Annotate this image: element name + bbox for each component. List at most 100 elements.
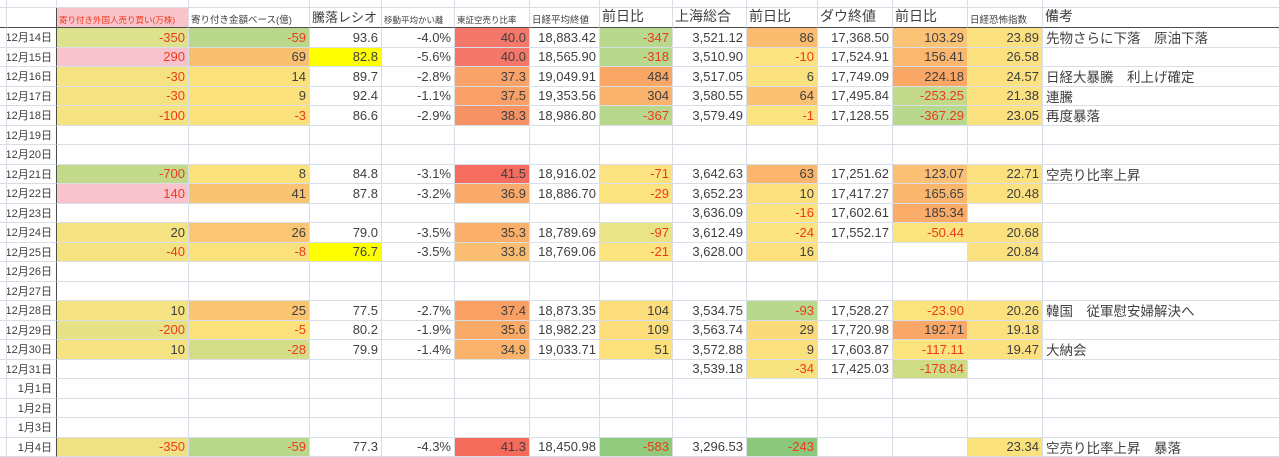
cell-foreign[interactable]: -350 bbox=[57, 437, 189, 457]
cell-nikkei-close[interactable] bbox=[530, 262, 600, 282]
cell-shanghai-chg[interactable]: -243 bbox=[747, 437, 818, 457]
cell-vi[interactable]: 19.18 bbox=[968, 320, 1043, 340]
cell-shanghai-chg[interactable]: 6 bbox=[747, 67, 818, 87]
cell-note[interactable] bbox=[1043, 204, 1279, 223]
cell-nikkei-close[interactable] bbox=[530, 418, 600, 438]
cell-amount[interactable] bbox=[189, 125, 310, 145]
cell-nikkei-close[interactable]: 18,982.23 bbox=[530, 320, 600, 340]
cell-dow-chg[interactable]: 156.41 bbox=[893, 47, 968, 67]
cell-foreign[interactable]: -350 bbox=[57, 28, 189, 48]
cell-short-ratio[interactable]: 37.3 bbox=[455, 67, 530, 87]
row-date[interactable]: 12月29日 bbox=[7, 320, 57, 340]
cell-vi[interactable]: 23.34 bbox=[968, 437, 1043, 457]
column-header-amount[interactable]: 寄り付き金額ベース(億) bbox=[189, 8, 310, 28]
cell-vi[interactable]: 23.05 bbox=[968, 106, 1043, 126]
cell-nikkei-close[interactable]: 18,789.69 bbox=[530, 223, 600, 243]
cell-dow-chg[interactable]: 185.34 bbox=[893, 203, 968, 223]
cell-note[interactable]: 韓国 従軍慰安婦解決へ bbox=[1043, 301, 1279, 321]
cell-shanghai-chg[interactable]: -24 bbox=[747, 223, 818, 243]
cell-short-ratio[interactable]: 40.0 bbox=[455, 28, 530, 48]
cell-dow-close[interactable]: 17,552.17 bbox=[818, 223, 893, 243]
cell-shanghai-chg[interactable]: 10 bbox=[747, 184, 818, 204]
cell-nikkei-chg[interactable] bbox=[600, 125, 673, 145]
cell-shanghai[interactable]: 3,534.75 bbox=[673, 301, 747, 321]
cell-shanghai-chg[interactable]: 16 bbox=[747, 242, 818, 262]
cell-dow-close[interactable] bbox=[818, 398, 893, 418]
cell-nikkei-close[interactable]: 18,986.80 bbox=[530, 106, 600, 126]
cell-shanghai[interactable]: 3,296.53 bbox=[673, 437, 747, 457]
cell-nikkei-chg[interactable]: -71 bbox=[600, 164, 673, 184]
cell-amount[interactable]: 9 bbox=[189, 86, 310, 106]
cell-ratio[interactable]: 76.7 bbox=[310, 242, 382, 262]
cell-shanghai-chg[interactable]: -10 bbox=[747, 47, 818, 67]
cell-shanghai-chg[interactable] bbox=[747, 281, 818, 301]
cell-dow-chg[interactable] bbox=[893, 145, 968, 165]
cell-dow-chg[interactable] bbox=[893, 437, 968, 457]
cell-vi[interactable] bbox=[968, 125, 1043, 145]
cell-foreign[interactable]: 10 bbox=[57, 301, 189, 321]
cell-foreign[interactable]: -40 bbox=[57, 242, 189, 262]
cell-dow-chg[interactable]: -178.84 bbox=[893, 359, 968, 379]
cell-dow-chg[interactable] bbox=[893, 242, 968, 262]
row-date[interactable]: 12月28日 bbox=[7, 301, 57, 321]
cell-amount[interactable]: -3 bbox=[189, 106, 310, 126]
cell-nikkei-chg[interactable]: 484 bbox=[600, 67, 673, 87]
cell-note[interactable] bbox=[1043, 282, 1279, 301]
cell-dow-close[interactable]: 17,368.50 bbox=[818, 28, 893, 48]
cell-vi[interactable]: 23.89 bbox=[968, 28, 1043, 48]
cell-ratio[interactable] bbox=[310, 418, 382, 438]
cell-dow-chg[interactable]: -50.44 bbox=[893, 223, 968, 243]
cell-note[interactable]: 空売り比率上昇 bbox=[1043, 165, 1279, 184]
cell-nikkei-chg[interactable]: -21 bbox=[600, 242, 673, 262]
cell-ma-dev[interactable]: -1.1% bbox=[382, 86, 455, 106]
cell-ma-dev[interactable]: -2.8% bbox=[382, 67, 455, 87]
cell-ratio[interactable]: 93.6 bbox=[310, 28, 382, 48]
cell-short-ratio[interactable]: 37.5 bbox=[455, 86, 530, 106]
cell-short-ratio[interactable] bbox=[455, 359, 530, 379]
cell-shanghai-chg[interactable] bbox=[747, 125, 818, 145]
cell-vi[interactable]: 19.47 bbox=[968, 340, 1043, 360]
cell-shanghai-chg[interactable]: 64 bbox=[747, 86, 818, 106]
cell-short-ratio[interactable]: 41.3 bbox=[455, 437, 530, 457]
cell-ma-dev[interactable]: -4.3% bbox=[382, 437, 455, 457]
cell-dow-close[interactable]: 17,495.84 bbox=[818, 86, 893, 106]
cell-dow-chg[interactable]: -117.11 bbox=[893, 340, 968, 360]
cell-nikkei-close[interactable]: 18,450.98 bbox=[530, 437, 600, 457]
cell-shanghai-chg[interactable]: -16 bbox=[747, 203, 818, 223]
cell-dow-chg[interactable] bbox=[893, 281, 968, 301]
cell-ratio[interactable]: 87.8 bbox=[310, 184, 382, 204]
cell-nikkei-close[interactable] bbox=[530, 203, 600, 223]
row-date[interactable]: 12月23日 bbox=[7, 203, 57, 223]
column-header-vi[interactable]: 日経恐怖指数 bbox=[968, 8, 1043, 28]
cell-nikkei-chg[interactable]: 104 bbox=[600, 301, 673, 321]
cell-foreign[interactable]: 10 bbox=[57, 340, 189, 360]
cell-nikkei-chg[interactable] bbox=[600, 262, 673, 282]
row-date[interactable]: 12月27日 bbox=[7, 281, 57, 301]
cell-ma-dev[interactable]: -4.0% bbox=[382, 28, 455, 48]
cell-foreign[interactable] bbox=[57, 262, 189, 282]
cell-note[interactable]: 再度暴落 bbox=[1043, 106, 1279, 126]
cell-amount[interactable] bbox=[189, 203, 310, 223]
cell-foreign[interactable] bbox=[57, 145, 189, 165]
cell-foreign[interactable]: 140 bbox=[57, 184, 189, 204]
cell-amount[interactable] bbox=[189, 359, 310, 379]
cell-amount[interactable]: -5 bbox=[189, 320, 310, 340]
cell-foreign[interactable]: -700 bbox=[57, 164, 189, 184]
cell-short-ratio[interactable]: 41.5 bbox=[455, 164, 530, 184]
cell-note[interactable] bbox=[1043, 360, 1279, 379]
cell-note[interactable] bbox=[1043, 223, 1279, 243]
cell-short-ratio[interactable]: 34.9 bbox=[455, 340, 530, 360]
cell-amount[interactable]: 25 bbox=[189, 301, 310, 321]
column-header-nikkei-chg[interactable]: 前日比 bbox=[600, 8, 673, 28]
cell-dow-close[interactable] bbox=[818, 379, 893, 399]
cell-shanghai[interactable]: 3,612.49 bbox=[673, 223, 747, 243]
column-header-foreign[interactable]: 寄り付き外国人売り買い(万株) bbox=[57, 8, 189, 28]
cell-shanghai-chg[interactable] bbox=[747, 262, 818, 282]
row-date[interactable]: 12月15日 bbox=[7, 47, 57, 67]
cell-nikkei-chg[interactable]: 109 bbox=[600, 320, 673, 340]
cell-nikkei-chg[interactable] bbox=[600, 145, 673, 165]
cell-vi[interactable]: 22.71 bbox=[968, 164, 1043, 184]
cell-ratio[interactable] bbox=[310, 203, 382, 223]
cell-nikkei-close[interactable] bbox=[530, 379, 600, 399]
row-date[interactable]: 12月18日 bbox=[7, 106, 57, 126]
